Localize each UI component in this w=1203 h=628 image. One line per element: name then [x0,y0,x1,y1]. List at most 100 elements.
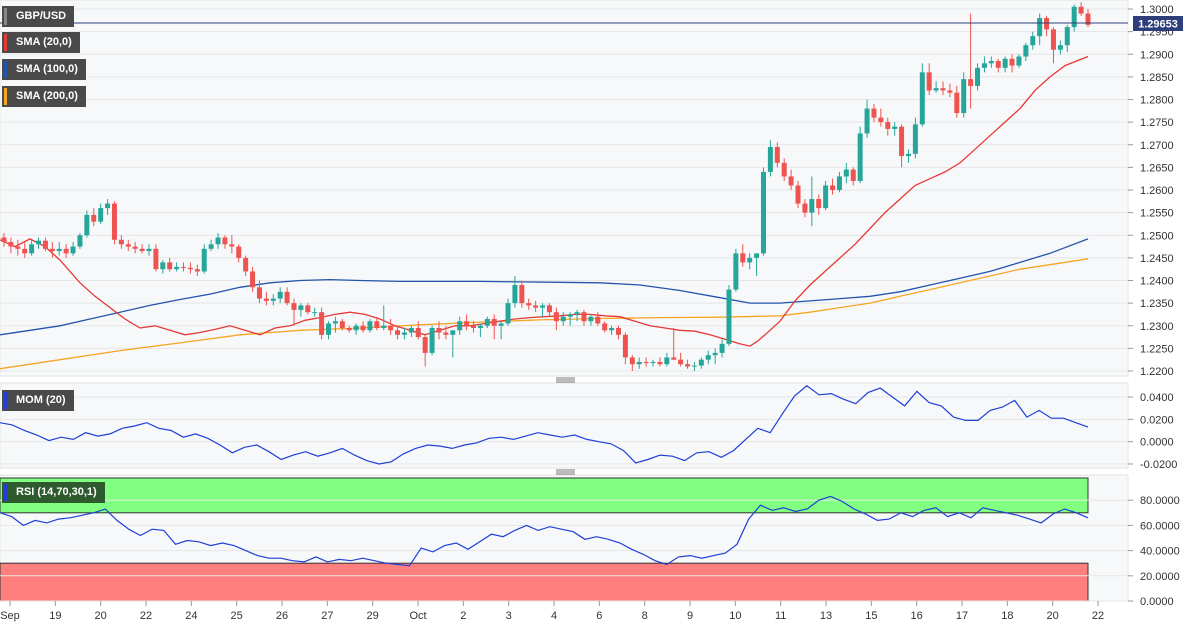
candle [49,242,55,258]
candle [1023,42,1029,62]
rsi-tick-label: 40.0000 [1140,546,1180,558]
rsi-tick-label: 20.0000 [1140,571,1180,583]
candle [767,140,773,177]
candle [802,199,808,218]
date-tick-label: 22 [140,610,152,622]
mom-tick-label: 0.0200 [1140,414,1174,426]
candle [664,352,670,367]
date-tick-label: 29 [367,610,379,622]
date-tick-label: 24 [185,610,197,622]
panel-resize-handle[interactable] [556,377,575,383]
candle [77,232,83,249]
candle [774,142,780,168]
candle [1050,27,1056,64]
candle [63,244,69,258]
candle [678,352,684,367]
candle [243,255,249,276]
candle [899,124,905,168]
candle [1057,40,1063,55]
price-panel [0,0,1129,377]
price-gridlines [0,8,1128,372]
candle [512,275,518,308]
candle [443,325,449,340]
candle [146,244,152,256]
candle [650,359,656,367]
candle [747,253,753,270]
candle [215,232,221,249]
candle [609,325,615,335]
candle [588,314,594,326]
candle [636,357,642,369]
price-tick-label: 1.2750 [1140,117,1174,129]
candle [388,318,394,335]
candle [187,262,193,274]
candle [125,239,131,252]
mom-swatch [4,392,7,409]
date-tick-label: 6 [596,610,602,622]
sma20-swatch [4,34,7,51]
candle [174,262,180,272]
date-tick-label: 9 [687,610,693,622]
last-price-label: 1.29653 [1138,19,1178,31]
date-tick-label: 16 [911,610,923,622]
candle [312,307,318,317]
symbol-swatch [4,8,7,25]
price-tick-label: 1.2350 [1140,298,1174,310]
candle [643,357,649,367]
sma100-line [0,238,1089,336]
mom-tick-label: 0.0400 [1140,392,1174,404]
candle [809,176,815,227]
candle [42,237,48,252]
mom-badge[interactable]: MOM (20) [2,390,74,411]
candle [1085,9,1091,28]
candle [319,307,325,340]
candle [132,242,138,254]
candle [477,323,483,338]
sma100-badge[interactable]: SMA (100,0) [2,59,86,80]
mom-tick-label: 0.0000 [1140,437,1174,449]
rsi-badge[interactable]: RSI (14,70,30,1) [2,482,105,503]
candle [864,99,870,138]
candle [353,323,359,335]
candle [705,350,711,365]
price-tick-label: 1.2400 [1140,276,1174,288]
candle [160,260,166,274]
candle [657,357,663,367]
sma200-line [0,258,1089,370]
candle [671,328,677,360]
sma20-label: SMA (20,0) [16,36,72,48]
date-tick-label: 18 [1001,610,1013,622]
candle [816,194,822,215]
sma100-label: SMA (100,0) [16,63,78,75]
candle [1009,54,1015,73]
sma-lines [0,55,1089,370]
rsi-overbought-zone [0,477,1089,514]
date-tick-label: 20 [95,610,107,622]
panel-resize-handle[interactable] [556,469,575,475]
mom-panel [0,382,1129,469]
date-tick-label: 25 [231,610,243,622]
candle [961,72,967,118]
candle [719,339,725,358]
symbol-badge[interactable]: GBP/USD [2,6,75,27]
date-tick-label: 3 [506,610,512,622]
candle [208,239,214,252]
candle [595,312,601,326]
price-tick-label: 1.2250 [1140,343,1174,355]
sma200-label: SMA (200,0) [16,90,78,102]
price-tick-label: 1.2800 [1140,95,1174,107]
candle [332,316,338,333]
candle [457,316,463,335]
candle [15,239,21,256]
candle [885,117,891,136]
candle [968,13,974,109]
candle [933,81,939,93]
candle [305,303,311,315]
date-tick-label: 20 [1047,610,1059,622]
sma200-badge[interactable]: SMA (200,0) [2,86,86,107]
sma20-badge[interactable]: SMA (20,0) [2,32,80,53]
rsi-oversold-zone [0,562,1089,602]
date-tick-label: 15 [865,610,877,622]
candle [415,321,421,340]
candle [919,63,925,127]
